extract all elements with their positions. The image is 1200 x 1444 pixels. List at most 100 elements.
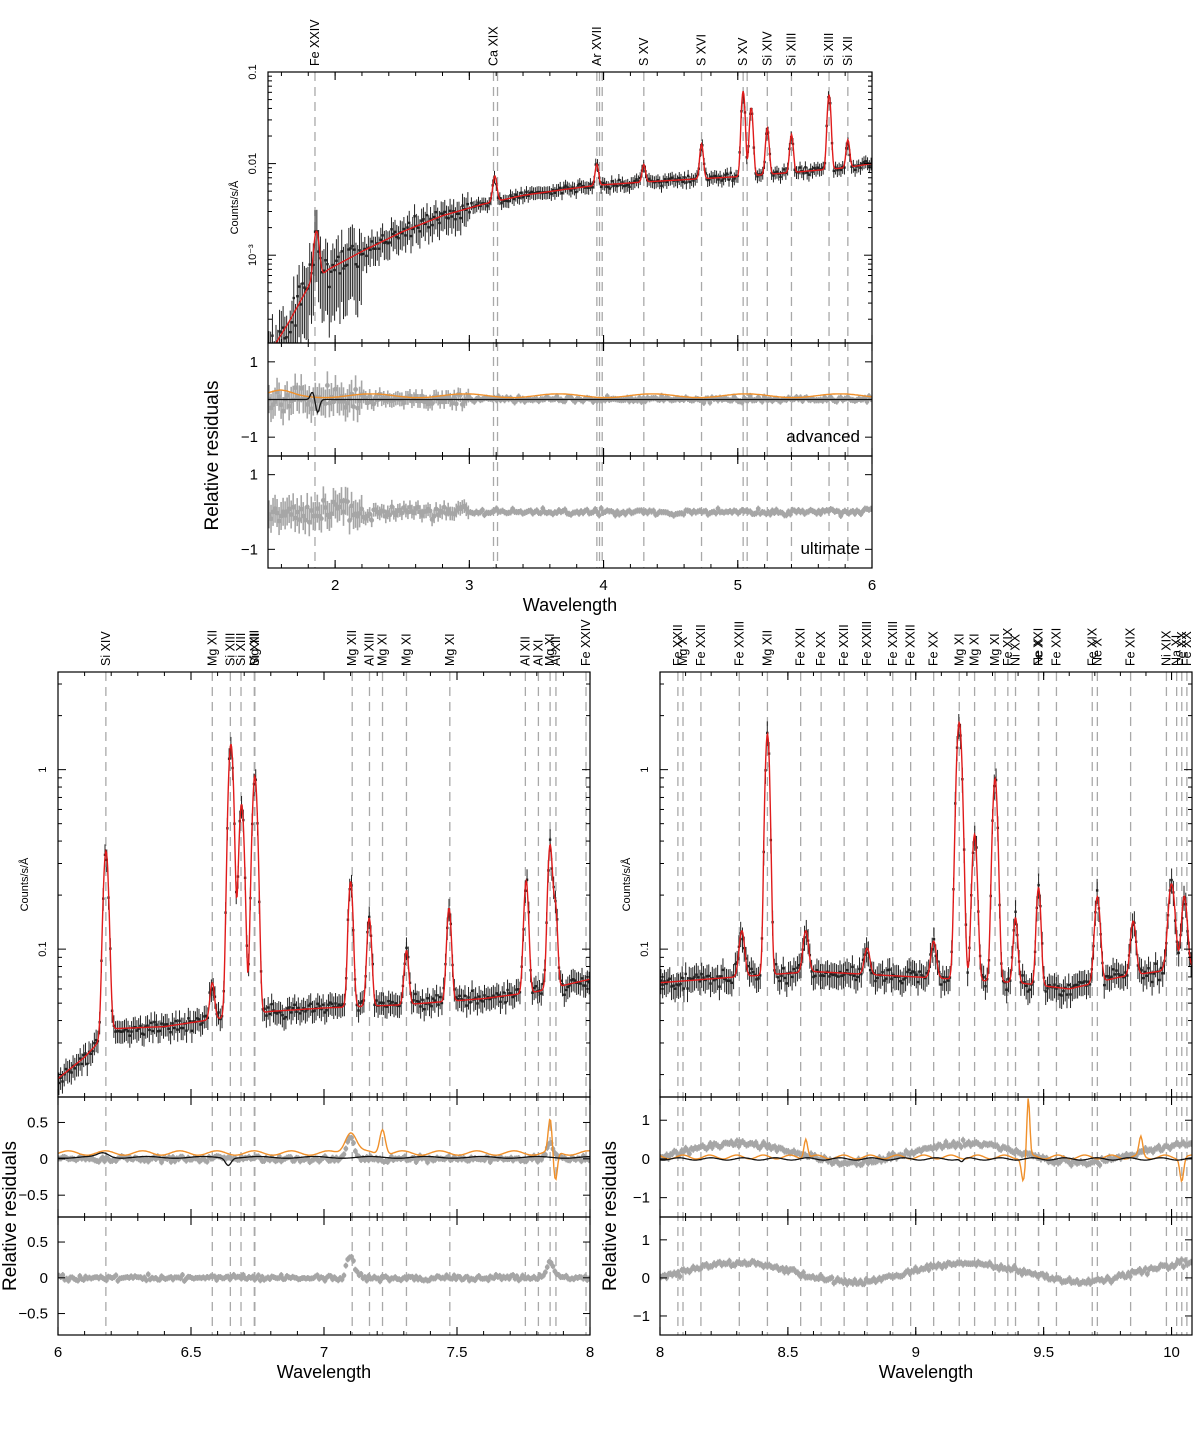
- data-point: [303, 286, 306, 289]
- data-point: [525, 190, 528, 194]
- data-point: [59, 1076, 62, 1079]
- data-point: [535, 191, 539, 194]
- data-point: [386, 242, 390, 245]
- data-point: [727, 178, 731, 181]
- residual-point: [687, 1151, 692, 1157]
- residual-point: [377, 1278, 383, 1284]
- data-point: [298, 1012, 302, 1015]
- residual-point: [407, 504, 413, 510]
- data-point: [420, 219, 423, 222]
- data-point: [128, 1034, 132, 1037]
- data-point: [385, 1005, 389, 1008]
- residual-axis-label: Relative residuals: [0, 1141, 21, 1291]
- data-point: [680, 976, 684, 980]
- data-point: [605, 185, 608, 188]
- data-point: [807, 173, 811, 176]
- residual-point: [337, 504, 342, 510]
- data-point: [1046, 987, 1049, 990]
- line-label: Fe XXIII: [860, 621, 874, 666]
- data-point: [720, 179, 724, 182]
- data-point: [333, 268, 336, 272]
- data-point: [360, 1000, 364, 1003]
- data-point: [821, 166, 825, 169]
- data-point: [201, 1021, 204, 1024]
- data-point: [1056, 985, 1060, 988]
- data-point: [1072, 984, 1076, 987]
- data-point: [61, 1080, 64, 1083]
- line-label: Ne X: [1090, 638, 1104, 666]
- data-point: [1024, 984, 1028, 988]
- data-point: [732, 974, 735, 977]
- data-point: [828, 975, 831, 978]
- data-point: [291, 1006, 295, 1010]
- line-label: S XV: [637, 37, 651, 66]
- data-point: [130, 1030, 133, 1033]
- data-point: [704, 172, 708, 175]
- data-point: [528, 191, 532, 195]
- data-point: [874, 979, 877, 983]
- data-point: [726, 172, 729, 175]
- line-label: Ne X: [1032, 638, 1046, 666]
- data-point: [293, 1003, 296, 1007]
- advanced-model-curve: [58, 1152, 590, 1167]
- data-point: [467, 996, 470, 999]
- data-point: [282, 1017, 286, 1020]
- data-point: [297, 1006, 300, 1010]
- line-label: Fe XXII: [694, 624, 708, 666]
- residual-point: [369, 517, 375, 523]
- data-point: [450, 215, 454, 218]
- residual-point: [180, 1272, 185, 1278]
- data-point: [852, 974, 856, 977]
- data-point: [702, 976, 705, 979]
- residual-point: [282, 512, 288, 518]
- line-label: Ni XX: [1009, 633, 1023, 666]
- data-point: [684, 972, 687, 976]
- data-point: [497, 993, 500, 997]
- y-tick-label: 0.5: [27, 1234, 48, 1251]
- data-point: [1120, 973, 1124, 977]
- residual-point: [339, 498, 344, 504]
- data-point: [378, 1001, 382, 1004]
- data-point: [571, 186, 574, 189]
- line-label: Si XIV: [760, 31, 774, 66]
- y-tick-label: 0.5: [27, 1114, 48, 1131]
- data-point: [705, 975, 709, 978]
- data-point: [809, 168, 812, 171]
- data-point: [390, 228, 393, 231]
- line-label: Mg X: [676, 636, 690, 666]
- residual-point: [365, 400, 371, 406]
- data-point: [821, 974, 824, 977]
- residual-point: [734, 1138, 740, 1144]
- data-point: [571, 978, 575, 981]
- data-point: [356, 265, 359, 268]
- data-point: [728, 979, 732, 982]
- data-point: [358, 249, 361, 252]
- data-point: [718, 175, 722, 178]
- residual-point: [427, 508, 433, 514]
- data-point: [1081, 981, 1085, 984]
- data-point: [349, 247, 352, 250]
- data-point: [495, 992, 499, 995]
- residual-point: [389, 504, 395, 510]
- line-label: Si XIII: [784, 33, 798, 66]
- residual-point: [439, 510, 445, 515]
- data-point: [1053, 983, 1056, 986]
- data-point: [361, 252, 365, 256]
- data-point: [457, 212, 461, 215]
- data-point: [206, 1016, 210, 1020]
- line-label: Na XI: [1170, 635, 1184, 666]
- data-point: [688, 977, 691, 980]
- data-point: [357, 1009, 360, 1012]
- data-point: [290, 321, 294, 324]
- data-point: [1140, 969, 1143, 972]
- data-point: [324, 259, 327, 262]
- data-point: [530, 190, 534, 194]
- data-point: [682, 987, 686, 990]
- data-point: [1110, 975, 1113, 978]
- data-point: [135, 1029, 139, 1032]
- data-point: [578, 182, 581, 186]
- data-point: [686, 987, 689, 990]
- data-point: [123, 1029, 126, 1032]
- data-point: [331, 263, 335, 267]
